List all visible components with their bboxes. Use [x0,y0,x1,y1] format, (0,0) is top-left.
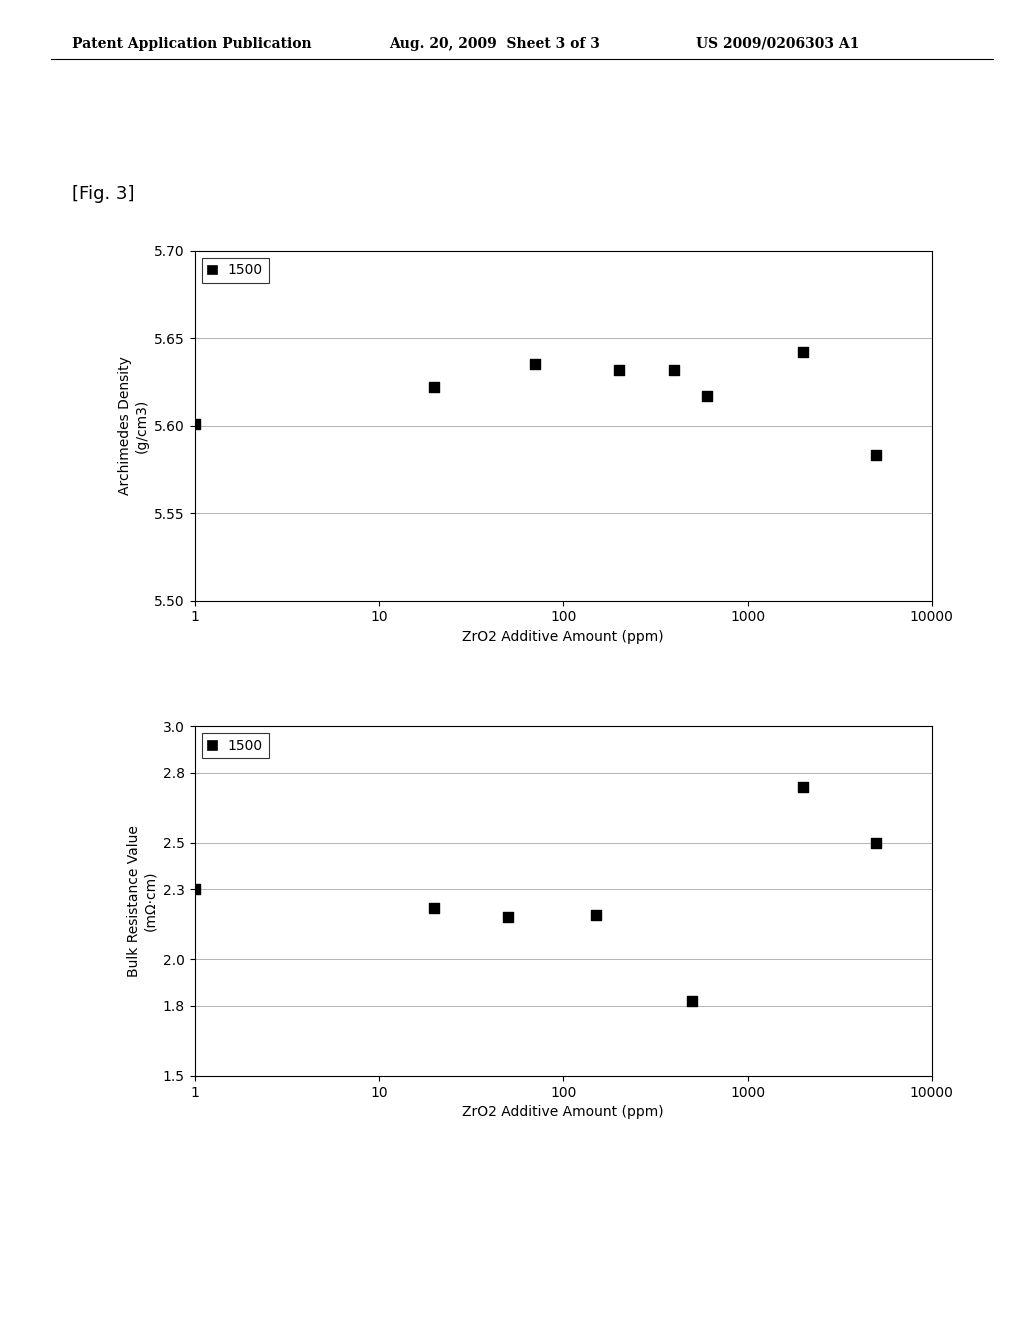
Point [526,354,543,375]
Text: US 2009/0206303 A1: US 2009/0206303 A1 [696,37,860,51]
X-axis label: ZrO2 Additive Amount (ppm): ZrO2 Additive Amount (ppm) [463,1105,664,1119]
Y-axis label: Archimedes Density
(g/cm3): Archimedes Density (g/cm3) [119,356,148,495]
Legend: 1500: 1500 [202,257,268,282]
Y-axis label: Bulk Resistance Value
(mΩ·cm): Bulk Resistance Value (mΩ·cm) [127,825,157,977]
Point [684,990,700,1011]
Point [186,413,203,434]
X-axis label: ZrO2 Additive Amount (ppm): ZrO2 Additive Amount (ppm) [463,630,664,644]
Legend: 1500: 1500 [202,733,268,758]
Text: Aug. 20, 2009  Sheet 3 of 3: Aug. 20, 2009 Sheet 3 of 3 [389,37,600,51]
Point [868,445,885,466]
Point [500,907,516,928]
Point [426,376,442,397]
Point [868,832,885,853]
Point [795,342,811,363]
Point [426,898,442,919]
Point [610,359,627,380]
Point [698,385,715,407]
Point [795,776,811,797]
Point [186,879,203,900]
Point [666,359,682,380]
Text: [Fig. 3]: [Fig. 3] [72,185,134,203]
Point [588,904,604,925]
Text: Patent Application Publication: Patent Application Publication [72,37,311,51]
